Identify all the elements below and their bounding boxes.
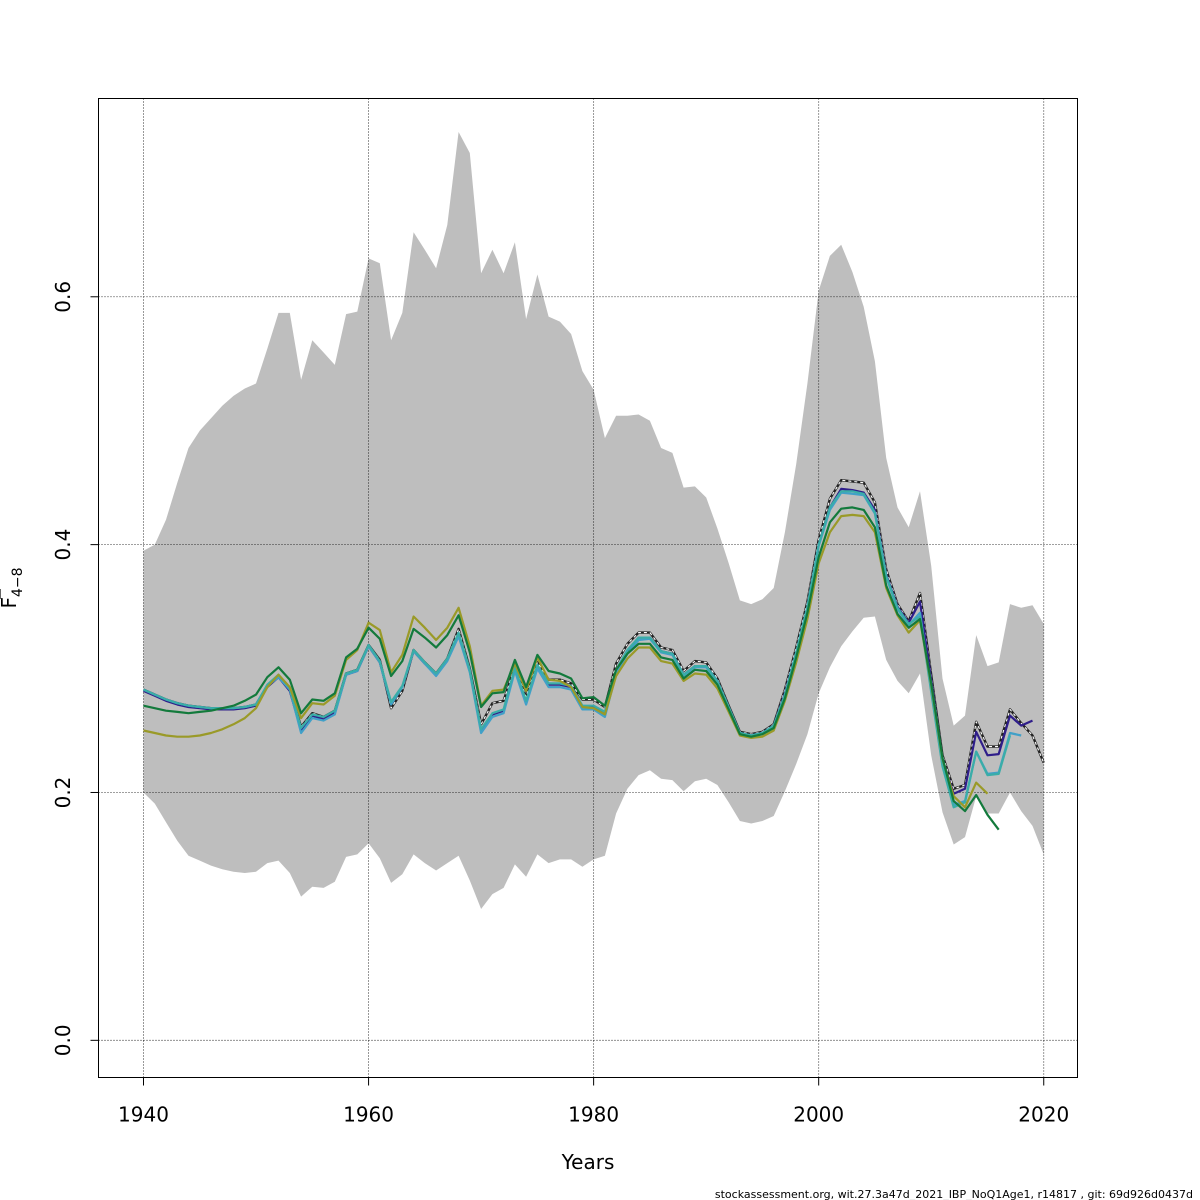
x-tick-label: 2000: [793, 1103, 844, 1127]
grid-layer: [98, 98, 1078, 1078]
y-tick-label: 0.2: [51, 777, 75, 809]
y-axis-title-subscript: 4−8: [10, 567, 26, 597]
y-axis: 0.0 0.2 0.4 0.6: [51, 281, 99, 1056]
footer-source: stockassessment.org, wit.27.3a47d_2021_I…: [715, 1188, 1193, 1200]
x-tick-label: 1960: [343, 1103, 394, 1127]
y-axis-title-main: F: [0, 597, 21, 609]
svg-text:F4−8: F4−8: [0, 567, 26, 608]
y-tick-label: 0.4: [51, 529, 75, 561]
x-axis: 1940 1960 1980 2000 2020: [118, 1077, 1069, 1127]
y-tick-label: 0.0: [51, 1024, 75, 1056]
x-tick-label: 1980: [568, 1103, 619, 1127]
y-tick-label: 0.6: [51, 281, 75, 313]
series-line-6: [143, 513, 989, 809]
y-axis-title: F4−8: [0, 567, 26, 609]
confidence-band-layer: [143, 132, 1044, 909]
confidence-band: [143, 132, 1044, 909]
series-layer: [143, 479, 1045, 831]
x-tick-label: 2020: [1018, 1103, 1069, 1127]
x-axis-title: Years: [561, 1150, 615, 1174]
x-tick-label: 1940: [118, 1103, 169, 1127]
series-line-7: [143, 506, 1000, 831]
plot-frame: [98, 98, 1078, 1078]
